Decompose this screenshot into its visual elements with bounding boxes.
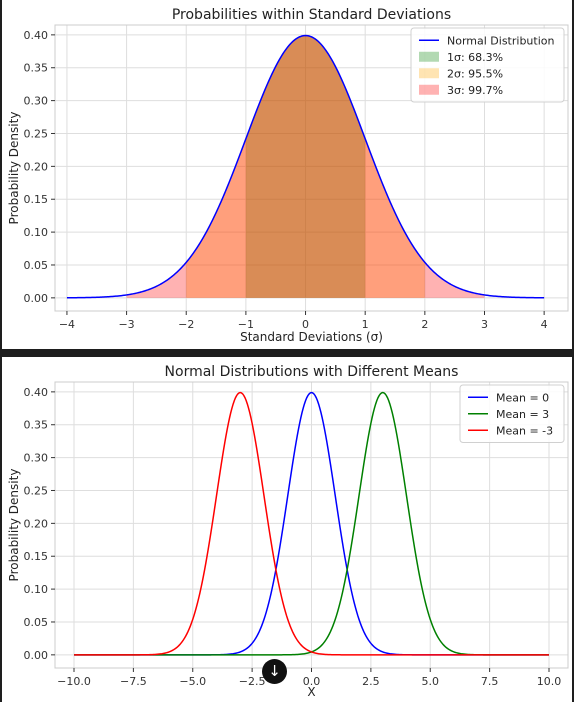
legend: Mean = 0 Mean = 3 Mean = -3 (459, 384, 565, 443)
chart-std-deviations: −4 −3 −2 −1 0 1 2 3 4 0.00 0.05 0.10 0.15 0.20 0.25 0.3… (7, 7, 569, 344)
legend-label-0: Normal Distribution (447, 34, 554, 47)
legend-patch-1 (419, 51, 439, 62)
legend-box (410, 27, 565, 103)
y-tick-label-8: 0.40 (24, 386, 49, 399)
x-tick-label-4: 0.0 (303, 675, 321, 688)
x-tick-label-5: 2.5 (362, 675, 380, 688)
plot-frame (54, 24, 569, 312)
x-tick-label-5: 1 (362, 318, 369, 331)
y-tick-label-1: 0.05 (24, 616, 49, 629)
y-tick-label-8: 0.40 (24, 29, 49, 42)
band-1sigma (245, 35, 366, 298)
scroll-down-button[interactable]: ↓ (262, 659, 287, 684)
y-tick-label-5: 0.25 (24, 127, 49, 140)
y-tick-label-0: 0.00 (24, 649, 49, 662)
chart-title: Probabilities within Standard Deviations (172, 7, 451, 23)
y-tick-label-5: 0.25 (24, 484, 49, 497)
y-axis-label: Probability Density (7, 469, 21, 582)
y-tick-label-2: 0.10 (24, 583, 49, 596)
legend: Normal Distribution 1σ: 68.3% 2σ: 95.5% 3σ:… (410, 27, 565, 103)
legend-label-1: Mean = 3 (496, 408, 549, 421)
x-tick-label-8: 10.0 (537, 675, 562, 688)
y-tick-label-2: 0.10 (24, 226, 49, 239)
x-tick-label-7: 7.5 (481, 675, 499, 688)
band-2sigma (186, 35, 425, 298)
x-tick-label-2: −2 (178, 318, 194, 331)
y-tick-label-3: 0.15 (24, 550, 49, 563)
y-tick-label-7: 0.35 (24, 62, 49, 75)
y-tick-label-7: 0.35 (24, 419, 49, 432)
x-tick-label-7: 3 (481, 318, 488, 331)
x-tick-label-2: −5.0 (179, 675, 206, 688)
chart-different-means: −10.0 −7.5 −5.0 −2.5 0.0 2.5 5.0 7.5 10.0 0.00 0.0… (7, 364, 569, 699)
x-tick-label-8: 4 (541, 318, 548, 331)
legend-box (459, 384, 565, 443)
x-tick-label-0: −4 (59, 318, 75, 331)
chart-panel-bottom: −10.0 −7.5 −5.0 −2.5 0.0 2.5 5.0 7.5 10.0 0.00 0.0… (2, 357, 572, 702)
arrow-down-icon: ↓ (268, 662, 281, 680)
y-tick-label-6: 0.30 (24, 95, 49, 108)
y-tick-label-4: 0.20 (24, 160, 49, 173)
x-tick-label-4: 0 (302, 318, 309, 331)
legend-label-2: Mean = -3 (496, 424, 553, 437)
chart-panel-top: −4 −3 −2 −1 0 1 2 3 4 0.00 0.05 0.10 0.15 0.20 0.25 0.3… (2, 0, 572, 349)
x-tick-label-3: −1 (238, 318, 254, 331)
legend-label-2: 2σ: 95.5% (447, 67, 503, 80)
y-tick-label-3: 0.15 (24, 193, 49, 206)
series-line-2 (74, 391, 549, 656)
y-tick-label-6: 0.30 (24, 452, 49, 465)
legend-label-3: 3σ: 99.7% (447, 84, 503, 97)
legend-patch-2 (419, 68, 439, 79)
band-3sigma (126, 35, 485, 298)
x-tick-label-0: −10.0 (57, 675, 91, 688)
x-tick-label-3: −2.5 (239, 675, 266, 688)
y-tick-label-4: 0.20 (24, 517, 49, 530)
y-tick-label-1: 0.05 (24, 259, 49, 272)
x-tick-label-1: −7.5 (120, 675, 147, 688)
x-tick-label-1: −3 (118, 318, 134, 331)
legend-label-0: Mean = 0 (496, 391, 549, 404)
series-line-0 (66, 34, 545, 299)
chart-title: Normal Distributions with Different Mean… (165, 364, 459, 380)
legend-label-1: 1σ: 68.3% (447, 51, 503, 64)
x-axis-label: Standard Deviations (σ) (240, 330, 383, 344)
y-axis-label: Probability Density (7, 112, 21, 225)
legend-patch-3 (419, 84, 439, 95)
y-tick-label-0: 0.00 (24, 292, 49, 305)
x-tick-label-6: 2 (421, 318, 428, 331)
grid (55, 382, 568, 668)
x-axis-label: X (307, 685, 315, 699)
grid (55, 25, 568, 311)
x-tick-label-6: 5.0 (422, 675, 440, 688)
